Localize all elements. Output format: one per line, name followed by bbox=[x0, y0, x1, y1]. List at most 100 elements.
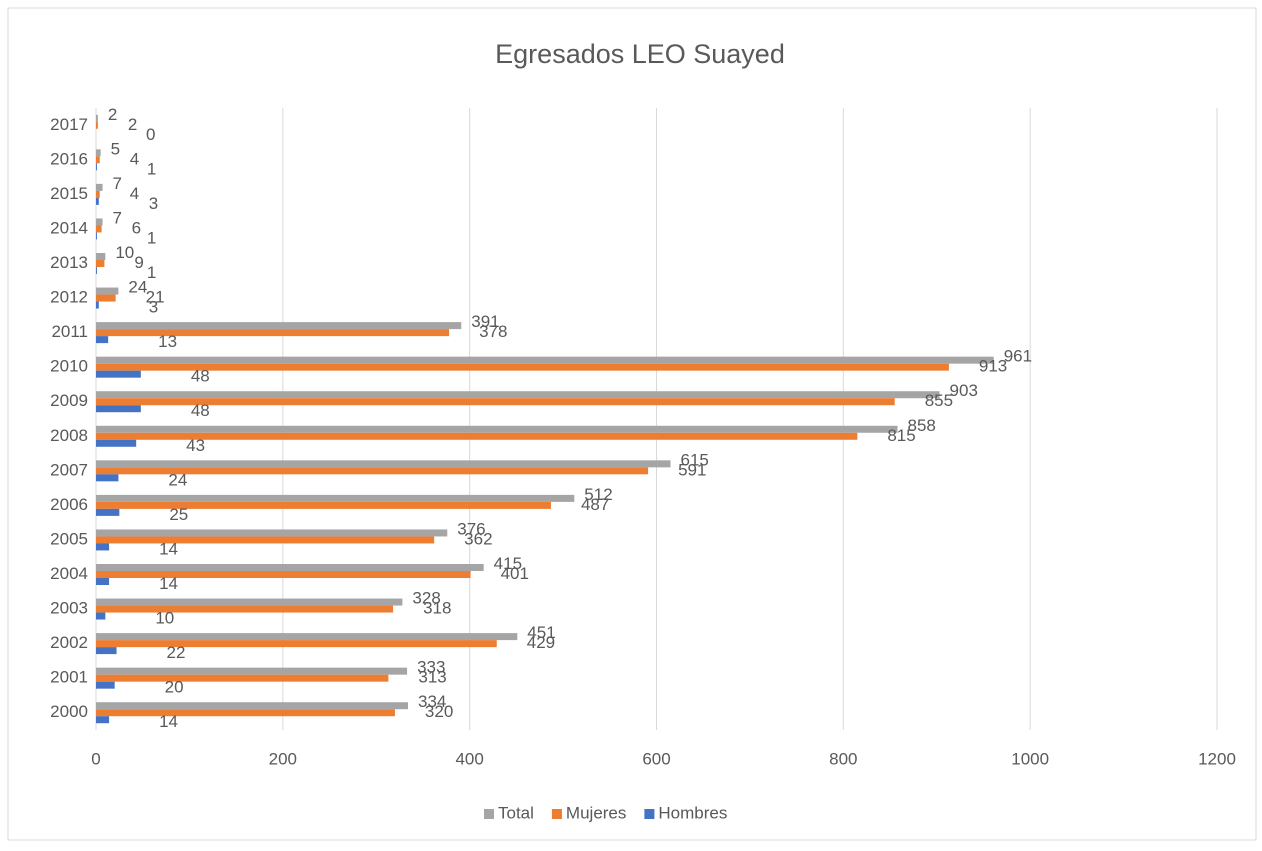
bar bbox=[96, 605, 394, 613]
x-tick-label: 200 bbox=[269, 749, 297, 768]
bar bbox=[96, 460, 671, 468]
bar bbox=[96, 260, 105, 267]
bar bbox=[96, 432, 858, 440]
data-label: 4 bbox=[130, 149, 139, 168]
y-tick-label: 2012 bbox=[50, 288, 88, 307]
y-tick-label: 2004 bbox=[50, 564, 88, 583]
data-label: 429 bbox=[527, 633, 555, 652]
bar bbox=[96, 640, 497, 648]
bar bbox=[96, 190, 100, 198]
chart-frame bbox=[7, 7, 1257, 841]
y-tick-label: 2013 bbox=[50, 253, 88, 272]
y-tick-label: 2005 bbox=[50, 529, 88, 548]
y-tick-label: 2009 bbox=[50, 391, 88, 410]
bar bbox=[96, 322, 462, 330]
bar bbox=[96, 681, 115, 689]
x-tick-label: 800 bbox=[829, 749, 857, 768]
data-label: 451 bbox=[527, 623, 555, 642]
bar bbox=[96, 149, 101, 157]
data-label: 318 bbox=[423, 599, 451, 618]
data-label: 7 bbox=[113, 208, 122, 227]
data-label: 1 bbox=[147, 263, 156, 282]
bar bbox=[96, 529, 448, 537]
data-label: 815 bbox=[887, 426, 915, 445]
bar bbox=[96, 287, 119, 295]
bar bbox=[96, 674, 389, 682]
data-label: 14 bbox=[159, 539, 178, 558]
bar bbox=[96, 363, 949, 371]
bar bbox=[96, 163, 97, 171]
y-tick-label: 2006 bbox=[50, 495, 88, 514]
data-label: 25 bbox=[169, 505, 188, 524]
y-tick-label: 2011 bbox=[51, 322, 88, 341]
data-label: 1 bbox=[147, 228, 156, 247]
bar bbox=[96, 647, 117, 655]
data-label: 376 bbox=[457, 519, 485, 538]
bar bbox=[96, 232, 97, 240]
bar bbox=[96, 667, 408, 675]
y-tick-label: 2000 bbox=[50, 702, 88, 721]
bar bbox=[96, 114, 98, 122]
bar bbox=[96, 398, 895, 406]
bar bbox=[96, 294, 116, 302]
y-tick-label: 2003 bbox=[50, 599, 88, 618]
y-tick-label: 2007 bbox=[50, 460, 88, 479]
bar bbox=[96, 356, 994, 364]
data-label: 2 bbox=[108, 105, 117, 124]
legend-label: Mujeres bbox=[566, 803, 626, 822]
x-tick-label: 0 bbox=[91, 749, 100, 768]
data-label: 313 bbox=[418, 668, 446, 687]
bar bbox=[96, 329, 450, 337]
data-label: 415 bbox=[494, 554, 522, 573]
x-tick-label: 1200 bbox=[1198, 749, 1236, 768]
data-label: 391 bbox=[471, 312, 499, 331]
bar bbox=[96, 578, 110, 585]
legend-label: Hombres bbox=[658, 803, 727, 822]
x-tick-label: 600 bbox=[642, 749, 670, 768]
x-tick-label: 1000 bbox=[1011, 749, 1049, 768]
y-tick-label: 2002 bbox=[50, 633, 88, 652]
data-label: 378 bbox=[479, 322, 507, 341]
data-label: 24 bbox=[168, 470, 187, 489]
data-label: 20 bbox=[165, 678, 184, 697]
bar bbox=[96, 564, 484, 571]
data-label: 10 bbox=[115, 243, 134, 262]
data-label: 14 bbox=[159, 574, 178, 593]
y-tick-label: 2014 bbox=[50, 218, 88, 237]
bar bbox=[96, 267, 97, 274]
data-label: 5 bbox=[111, 139, 120, 158]
bar bbox=[96, 571, 471, 578]
data-label: 22 bbox=[167, 643, 186, 662]
x-tick-label: 400 bbox=[455, 749, 483, 768]
bar bbox=[96, 536, 435, 544]
y-tick-label: 2010 bbox=[50, 357, 88, 376]
bar bbox=[96, 197, 99, 205]
legend-swatch bbox=[644, 809, 655, 819]
data-label: 591 bbox=[678, 460, 706, 479]
bar bbox=[96, 253, 106, 260]
data-label: 3 bbox=[149, 194, 158, 213]
data-label: 14 bbox=[159, 712, 178, 731]
bar bbox=[96, 501, 551, 509]
bar bbox=[96, 598, 403, 606]
data-label: 2 bbox=[128, 115, 137, 134]
bar bbox=[96, 225, 102, 233]
bar bbox=[96, 474, 119, 482]
bar bbox=[96, 612, 106, 620]
bar bbox=[96, 633, 518, 641]
data-label: 6 bbox=[132, 218, 141, 237]
data-label: 1 bbox=[147, 159, 156, 178]
bar bbox=[96, 156, 100, 164]
bar bbox=[96, 508, 120, 516]
bar bbox=[96, 301, 99, 309]
data-label: 13 bbox=[158, 332, 177, 351]
data-label: 961 bbox=[1004, 347, 1032, 366]
bar bbox=[96, 709, 395, 717]
data-label: 858 bbox=[908, 416, 936, 435]
data-label: 615 bbox=[681, 450, 709, 469]
data-label: 43 bbox=[186, 436, 205, 455]
data-label: 48 bbox=[191, 401, 210, 420]
bar bbox=[96, 336, 109, 344]
bar bbox=[96, 183, 103, 191]
